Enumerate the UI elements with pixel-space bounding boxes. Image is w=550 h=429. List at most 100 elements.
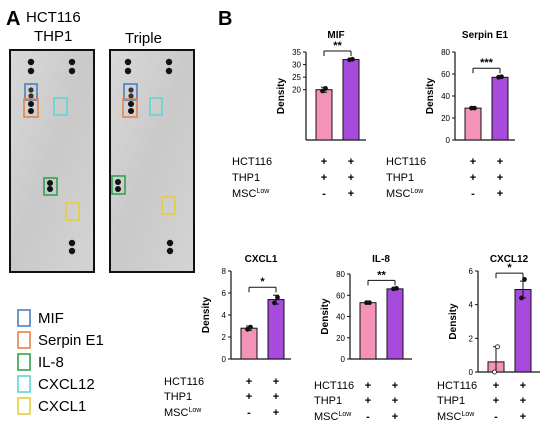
- chart-1-cond-superscript: Low: [410, 188, 424, 195]
- chart-4-cond-value-0-1: +: [520, 380, 526, 392]
- chart-1: Serpin E1 0 20 40 60 80 Density *** HCT116 + + THP1…: [386, 30, 515, 200]
- chart-1-cond-value-2-0: -: [471, 188, 475, 200]
- chart-0-cond-value-2-0: -: [322, 188, 326, 200]
- chart-2-ylabel: Density: [201, 297, 212, 334]
- chart-0-bar-1: [342, 59, 360, 141]
- chart-4-ytick-label-0: 0: [469, 368, 474, 377]
- chart-3-cond-label-1: THP1: [314, 395, 342, 407]
- chart-4-ylabel: Density: [448, 303, 459, 340]
- chart-3-ytick-label-3: 60: [336, 291, 345, 300]
- chart-3-ytick-label-1: 20: [336, 334, 345, 343]
- chart-3-point-0-1: [367, 300, 372, 306]
- chart-4-point-0-0: [492, 369, 497, 375]
- chart-1-cond-value-1-0: +: [470, 172, 476, 184]
- chart-0-cond-label-0: HCT116: [232, 156, 272, 168]
- chart-4-cond-value-2-1: +: [520, 411, 526, 423]
- chart-1-cond-value-0-1: +: [497, 156, 503, 168]
- chart-2-point-1-0: [272, 300, 277, 306]
- blot-2-title: Triple: [125, 30, 162, 47]
- blot-2-membrane: [109, 49, 195, 273]
- chart-4-cond-superscript: Low: [461, 411, 475, 418]
- blot-2-dots: [115, 58, 174, 255]
- legend-swatch-0: [17, 309, 31, 327]
- blot-1-box-il8: [43, 177, 58, 196]
- chart-2-cond-label-0: HCT116: [164, 376, 204, 388]
- chart-0-cond-label-2: MSCLow: [232, 188, 270, 200]
- chart-3-ytick-label-2: 40: [336, 313, 345, 322]
- chart-1-significance: ***: [480, 57, 494, 69]
- chart-0-ytick-label-0: 20: [292, 86, 301, 95]
- chart-3-bar-0: [359, 302, 377, 360]
- chart-1-ytick-label-4: 80: [441, 48, 450, 57]
- chart-1-ytick-label-2: 40: [441, 92, 450, 101]
- chart-0-title: MIF: [327, 30, 344, 41]
- chart-4-point-1-0: [519, 295, 524, 301]
- chart-0-cond-value-0-0: +: [321, 156, 327, 168]
- legend-swatch-2: [17, 353, 31, 371]
- chart-2-cond-value-1-1: +: [273, 391, 279, 403]
- chart-2-ytick-label-3: 6: [222, 289, 227, 298]
- chart-4-ytick-label-1: 2: [469, 334, 474, 343]
- chart-4-point-1-1: [522, 277, 527, 282]
- chart-3-cond-value-1-0: +: [365, 395, 371, 407]
- chart-1-cond-label-1: THP1: [386, 172, 414, 184]
- blot-2-box-cxcl1: [161, 196, 176, 215]
- chart-2-title: CXCL1: [245, 254, 278, 265]
- chart-3-ytick-label-0: 0: [341, 355, 346, 364]
- chart-0-ytick-label-2: 30: [292, 61, 301, 70]
- chart-0-cond-superscript: Low: [256, 188, 270, 195]
- chart-4-ytick-label-3: 6: [469, 267, 474, 276]
- legend-swatch-4: [17, 397, 31, 415]
- chart-0-cond-label-1: THP1: [232, 172, 260, 184]
- chart-3-title: IL-8: [372, 254, 390, 265]
- blot-1-box-mif: [24, 83, 38, 101]
- chart-1-bar-0: [464, 107, 482, 141]
- legend: MIF Serpin E1 IL-8 CXCL12 CXCL1: [17, 309, 104, 415]
- chart-0-bar-0: [315, 89, 333, 141]
- legend-label-1: Serpin E1: [38, 332, 104, 349]
- chart-2-cond-value-1-0: +: [246, 391, 252, 403]
- chart-1-cond-value-0-0: +: [470, 156, 476, 168]
- chart-0-point-0-0: [320, 88, 325, 94]
- chart-2-bar-1: [267, 299, 285, 360]
- legend-label-4: CXCL1: [38, 398, 86, 415]
- chart-2-cond-superscript: Low: [188, 407, 202, 414]
- chart-3: IL-8 0 20 40 60 80 Density ** HCT116 + + THP1 + + MSCL…: [314, 254, 412, 423]
- chart-2-point-0-1: [248, 324, 253, 330]
- chart-3-cond-value-2-0: -: [366, 411, 370, 423]
- chart-1-point-1-1: [499, 74, 504, 80]
- panel-a-label: A: [6, 8, 20, 30]
- chart-0: MIF 20 25 30 35 Density ** HCT116 + + THP1 + + MSCLow…: [232, 30, 366, 200]
- chart-3-cond-value-1-1: +: [392, 395, 398, 407]
- chart-0-cond-value-0-1: +: [348, 156, 354, 168]
- chart-4-cond-value-1-0: +: [493, 395, 499, 407]
- blot-triple: Triple: [109, 30, 195, 273]
- chart-1-point-0-1: [472, 105, 477, 111]
- chart-1-cond-label-0: HCT116: [386, 156, 426, 168]
- chart-1-ytick-label-1: 20: [441, 114, 450, 123]
- chart-3-bar-1: [386, 288, 404, 360]
- blot-1-title-line-1: HCT116: [26, 9, 81, 26]
- chart-4-cond-value-2-0: -: [494, 411, 498, 423]
- legend-label-2: IL-8: [38, 354, 64, 371]
- chart-2-point-1-1: [275, 294, 280, 300]
- chart-2-ytick-label-4: 8: [222, 267, 227, 276]
- chart-4-cond-value-1-1: +: [520, 395, 526, 407]
- blot-2-box-mif: [123, 83, 138, 101]
- chart-4-title: CXCL12: [490, 254, 529, 265]
- chart-1-cond-label-2: MSCLow: [386, 188, 424, 200]
- chart-3-cond-label-0: HCT116: [314, 380, 354, 392]
- chart-2-ytick-label-0: 0: [222, 355, 227, 364]
- blot-1-box-serpin-e1: [23, 98, 39, 118]
- blot-hct116-thp1: HCT116 THP1: [9, 9, 95, 273]
- chart-1-ytick-label-3: 60: [441, 70, 450, 79]
- chart-3-significance: **: [377, 269, 386, 281]
- chart-3-cond-value-2-1: +: [392, 411, 398, 423]
- chart-1-ytick-label-0: 0: [446, 136, 451, 145]
- chart-4-cond-label-0: HCT116: [437, 380, 477, 392]
- chart-4: CXCL12 0 2 4 6 Density * HCT116 + + THP1 + + MSCLow - +: [437, 254, 540, 423]
- chart-4-point-0-1: [495, 344, 500, 350]
- chart-3-cond-superscript: Low: [338, 411, 352, 418]
